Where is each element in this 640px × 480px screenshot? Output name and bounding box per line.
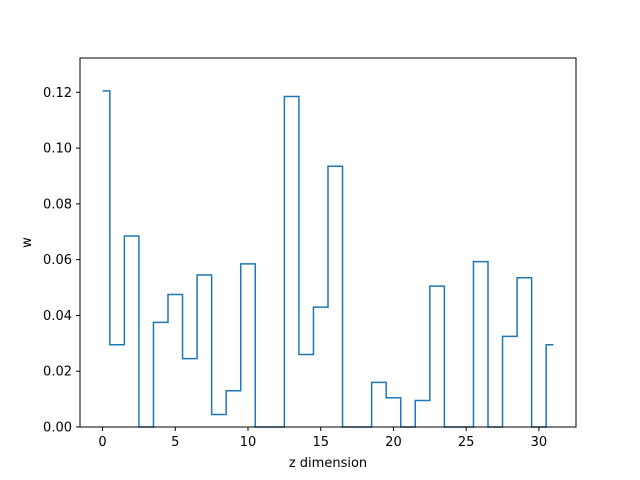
y-tick-label: 0.04 bbox=[43, 309, 72, 324]
y-tick-label: 0.10 bbox=[43, 142, 72, 157]
y-tick-label: 0.06 bbox=[43, 253, 72, 268]
x-tick-label: 25 bbox=[458, 435, 475, 450]
y-tick-label: 0.02 bbox=[43, 365, 72, 380]
plot-frame bbox=[79, 57, 577, 428]
y-axis: 0.00 0.02 0.04 0.06 0.08 0.10 0.12 bbox=[43, 86, 80, 436]
y-tick-label: 0.00 bbox=[43, 421, 72, 436]
x-tick-label: 30 bbox=[531, 435, 548, 450]
series-line bbox=[102, 90, 554, 428]
series-layer bbox=[102, 90, 554, 428]
x-tick-label: 0 bbox=[98, 435, 106, 450]
y-tick-label: 0.08 bbox=[43, 197, 72, 212]
x-axis-label: z dimension bbox=[289, 456, 367, 471]
x-tick-label: 20 bbox=[385, 435, 402, 450]
y-axis-label: w bbox=[20, 237, 35, 248]
x-tick-label: 10 bbox=[240, 435, 257, 450]
x-axis: 0 5 10 15 20 25 30 bbox=[98, 427, 547, 450]
x-tick-label: 15 bbox=[312, 435, 329, 450]
x-tick-label: 5 bbox=[171, 435, 179, 450]
y-tick-label: 0.12 bbox=[43, 86, 72, 101]
